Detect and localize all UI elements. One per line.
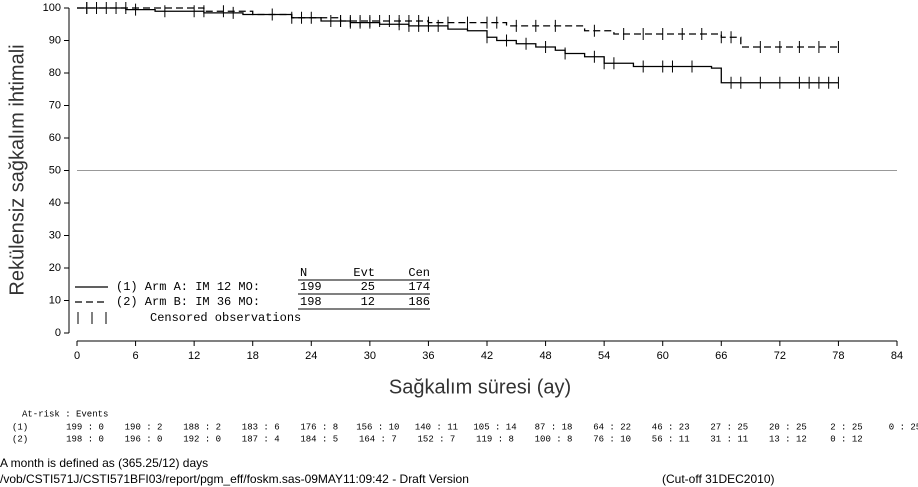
legend-header: Evt	[353, 266, 375, 280]
y-tick-label: 30	[49, 229, 61, 241]
at-risk-row-label: (2)	[12, 434, 28, 444]
at-risk-value: 0 : 25	[889, 422, 918, 432]
y-tick-label: 10	[49, 294, 61, 306]
at-risk-value: 164 : 7	[359, 434, 397, 444]
at-risk-value: 0 : 12	[830, 434, 862, 444]
y-tick-label: 20	[49, 262, 61, 274]
y-tick-label: 50	[49, 164, 61, 176]
x-axis-label: Sağkalım süresi (ay)	[389, 376, 571, 398]
y-tick-label: 100	[43, 2, 61, 14]
at-risk-title: At-risk : Events	[22, 409, 108, 419]
at-risk-value: 87 : 18	[535, 422, 573, 432]
at-risk-value: 105 : 14	[473, 422, 516, 432]
at-risk-value: 13 : 12	[769, 434, 807, 444]
at-risk-value: 176 : 8	[300, 422, 338, 432]
x-tick-label: 18	[247, 350, 259, 362]
legend-cen: 186	[408, 295, 430, 309]
at-risk-value: 20 : 25	[769, 422, 807, 432]
y-tick-label: 40	[49, 197, 61, 209]
at-risk-value: 196 : 0	[125, 434, 163, 444]
legend-label: (2) Arm B: IM 36 MO:	[116, 295, 260, 309]
y-tick-label: 80	[49, 67, 61, 79]
x-tick-label: 48	[539, 350, 551, 362]
x-tick-label: 84	[891, 350, 903, 362]
at-risk-value: 140 : 11	[415, 422, 458, 432]
at-risk-value: 119 : 8	[476, 434, 514, 444]
at-risk-value: 198 : 0	[66, 434, 104, 444]
at-risk-value: 152 : 7	[418, 434, 456, 444]
at-risk-value: 188 : 2	[183, 422, 221, 432]
at-risk-value: 27 : 25	[710, 422, 748, 432]
x-tick-label: 72	[774, 350, 786, 362]
x-tick-label: 12	[188, 350, 200, 362]
legend-n: 198	[300, 295, 322, 309]
at-risk-value: 100 : 8	[535, 434, 573, 444]
at-risk-value: 187 : 4	[242, 434, 280, 444]
footnote: A month is defined as (365.25/12) days	[0, 456, 208, 470]
x-tick-label: 30	[364, 350, 376, 362]
at-risk-row-label: (1)	[12, 422, 28, 432]
legend-censor-label: Censored observations	[150, 311, 301, 325]
at-risk-value: 192 : 0	[183, 434, 221, 444]
y-tick-label: 90	[49, 34, 61, 46]
legend-header: Cen	[408, 266, 430, 280]
at-risk-value: 156 : 10	[356, 422, 399, 432]
survival-curve	[77, 7, 839, 84]
at-risk-value: 76 : 10	[593, 434, 631, 444]
at-risk-value: 46 : 23	[652, 422, 690, 432]
at-risk-value: 2 : 25	[830, 422, 862, 432]
y-axis-label: Rekülensiz sağkalım ihtimali	[6, 44, 28, 295]
y-tick-label: 70	[49, 99, 61, 111]
footnote: /vob/CSTI571J/CSTI571BFI03/report/pgm_ef…	[0, 472, 469, 486]
footnote: (Cut-off 31DEC2010)	[662, 472, 775, 486]
at-risk-value: 56 : 11	[652, 434, 690, 444]
legend-label: (1) Arm A: IM 12 MO:	[116, 280, 260, 294]
at-risk-value: 199 : 0	[66, 422, 104, 432]
legend-evt: 12	[361, 295, 375, 309]
at-risk-value: 31 : 11	[710, 434, 748, 444]
y-tick-label: 0	[55, 327, 61, 339]
x-tick-label: 24	[305, 350, 317, 362]
at-risk-value: 190 : 2	[125, 422, 163, 432]
at-risk-value: 183 : 6	[242, 422, 280, 432]
x-tick-label: 36	[422, 350, 434, 362]
x-tick-label: 66	[715, 350, 727, 362]
y-tick-label: 60	[49, 132, 61, 144]
at-risk-value: 184 : 5	[300, 434, 338, 444]
x-tick-label: 0	[74, 350, 80, 362]
survival-curve	[77, 7, 839, 48]
x-tick-label: 42	[481, 350, 493, 362]
at-risk-value: 64 : 22	[593, 422, 631, 432]
legend-cen: 174	[408, 280, 430, 294]
x-tick-label: 78	[832, 350, 844, 362]
legend-header: N	[300, 266, 307, 280]
legend-evt: 25	[361, 280, 375, 294]
legend-n: 199	[300, 280, 322, 294]
x-tick-label: 60	[657, 350, 669, 362]
x-tick-label: 6	[133, 350, 139, 362]
x-tick-label: 54	[598, 350, 610, 362]
